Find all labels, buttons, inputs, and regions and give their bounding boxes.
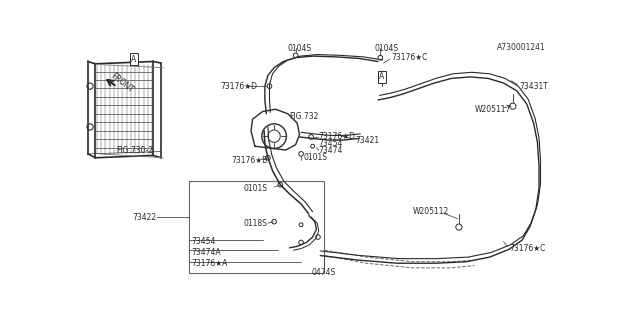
Text: 73454: 73454 [319,139,343,148]
Text: 73176★A: 73176★A [191,259,227,268]
Text: 73422: 73422 [132,213,157,222]
Text: 73431T: 73431T [519,82,548,91]
Text: FIG.730-2: FIG.730-2 [116,146,153,155]
Text: W205112: W205112 [413,207,449,216]
Text: FRONT: FRONT [109,71,135,95]
Text: 73176★D: 73176★D [319,132,356,141]
Text: 0101S: 0101S [303,153,328,162]
Bar [189,181,324,273]
Text: 0104S: 0104S [288,44,312,53]
Text: A: A [380,72,385,81]
Text: FIG.732: FIG.732 [289,112,319,121]
Text: 0104S: 0104S [374,44,398,53]
Text: 73421: 73421 [355,136,379,145]
Text: 0474S: 0474S [311,268,335,277]
Text: 73454: 73454 [191,237,215,246]
Text: W205117: W205117 [474,105,511,114]
Text: 73176★D: 73176★D [220,82,257,91]
Text: 73176★C: 73176★C [509,244,546,253]
Text: 73474A: 73474A [191,248,221,257]
Text: 73474: 73474 [319,146,343,155]
Text: 73176★C: 73176★C [391,53,428,62]
Text: 73176★B: 73176★B [232,156,268,164]
Text: 0101S: 0101S [243,184,268,193]
Text: A: A [131,55,136,64]
Text: 0118S: 0118S [243,219,267,228]
Text: A730001241: A730001241 [497,43,546,52]
